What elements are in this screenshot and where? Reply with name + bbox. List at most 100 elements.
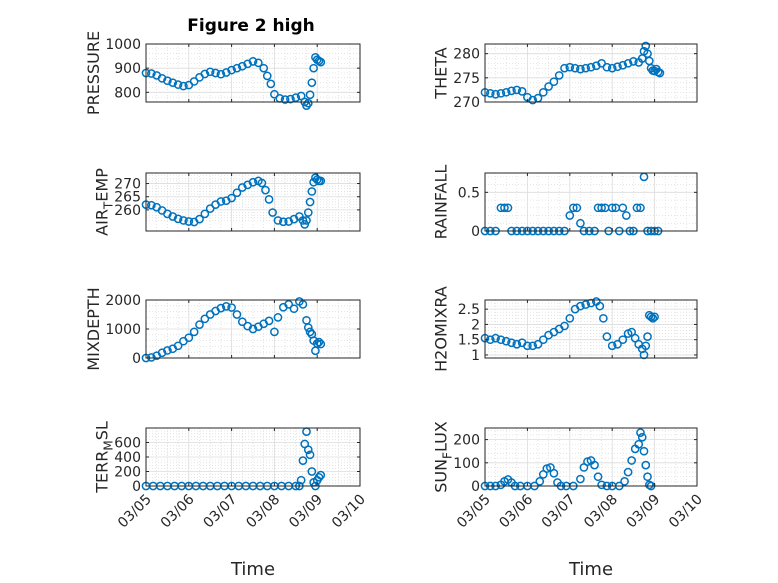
data-point bbox=[613, 339, 622, 349]
data-point bbox=[565, 211, 575, 220]
data-point bbox=[314, 56, 324, 66]
data-point bbox=[173, 341, 183, 351]
data-point bbox=[533, 339, 543, 349]
y-axis-label: SUNFLUX bbox=[432, 421, 455, 493]
data-point bbox=[296, 475, 306, 485]
data-point bbox=[312, 339, 322, 348]
y-tick-label: 600 bbox=[114, 436, 141, 452]
data-point bbox=[316, 339, 326, 349]
data-point bbox=[503, 203, 513, 213]
data-point bbox=[586, 298, 596, 308]
y-tick-label: 400 bbox=[114, 450, 141, 466]
y-tick-label: 200 bbox=[114, 465, 141, 481]
data-point bbox=[650, 66, 659, 76]
data-point bbox=[576, 474, 585, 484]
data-point bbox=[232, 310, 242, 319]
data-point bbox=[305, 90, 315, 100]
data-point bbox=[523, 341, 532, 351]
data-point bbox=[595, 301, 605, 311]
data-point bbox=[298, 456, 308, 465]
data-point bbox=[270, 89, 279, 99]
y-tick-label: 900 bbox=[114, 61, 141, 77]
data-point bbox=[305, 197, 315, 207]
axes-box bbox=[484, 299, 698, 359]
y-tick-label: 260 bbox=[114, 203, 141, 219]
y-tick-label: 270 bbox=[114, 177, 141, 193]
data-point bbox=[636, 203, 645, 213]
data-point bbox=[314, 472, 324, 482]
data-point bbox=[248, 177, 258, 187]
y-tick-label: 275 bbox=[453, 71, 480, 87]
data-point bbox=[623, 467, 633, 477]
data-point bbox=[216, 197, 226, 206]
data-point bbox=[576, 301, 585, 311]
data-point bbox=[303, 208, 313, 217]
data-point bbox=[572, 203, 582, 213]
data-point bbox=[623, 58, 633, 68]
data-point bbox=[560, 63, 569, 73]
data-point bbox=[591, 61, 601, 71]
data-point bbox=[501, 336, 511, 346]
y-tick-label: 1.5 bbox=[458, 333, 480, 349]
data-point bbox=[620, 477, 629, 486]
data-point bbox=[195, 320, 204, 329]
data-point bbox=[168, 212, 178, 221]
data-point bbox=[227, 65, 236, 75]
data-point bbox=[586, 62, 596, 72]
data-point bbox=[205, 67, 215, 77]
data-point bbox=[248, 324, 258, 334]
x-axis-label: Time bbox=[568, 559, 613, 580]
data-point bbox=[303, 323, 313, 332]
data-point bbox=[512, 85, 522, 95]
data-point bbox=[211, 68, 220, 78]
data-point bbox=[501, 87, 511, 97]
data-point bbox=[147, 200, 156, 210]
data-point bbox=[565, 62, 575, 72]
data-point bbox=[593, 472, 603, 482]
y-tick-label: 1000 bbox=[105, 37, 141, 53]
data-point bbox=[517, 87, 527, 96]
data-point bbox=[528, 95, 538, 105]
y-tick-label: 100 bbox=[453, 456, 480, 472]
data-point bbox=[179, 81, 188, 91]
data-point bbox=[496, 335, 506, 345]
data-point bbox=[602, 62, 612, 72]
data-point bbox=[232, 63, 242, 73]
data-point bbox=[538, 335, 548, 345]
data-point bbox=[216, 303, 226, 313]
data-point bbox=[597, 203, 606, 213]
data-point bbox=[280, 95, 290, 104]
data-point bbox=[314, 337, 324, 347]
data-point bbox=[243, 59, 252, 69]
y-tick-label: 1 bbox=[471, 348, 480, 364]
y-tick-label: 265 bbox=[114, 190, 141, 206]
data-point bbox=[298, 300, 308, 309]
data-point bbox=[496, 88, 506, 98]
data-point bbox=[303, 445, 313, 455]
figure-title: Figure 2 high bbox=[187, 16, 315, 36]
data-point bbox=[607, 203, 617, 213]
data-point bbox=[254, 58, 263, 68]
y-tick-label: 0 bbox=[471, 224, 480, 240]
data-point bbox=[538, 87, 548, 97]
data-point bbox=[607, 63, 617, 73]
data-point bbox=[643, 332, 652, 341]
data-point bbox=[157, 348, 167, 358]
data-point bbox=[248, 57, 258, 66]
data-point bbox=[607, 341, 617, 351]
data-point bbox=[613, 62, 622, 72]
y-tick-label: 2 bbox=[471, 317, 480, 333]
data-point bbox=[568, 203, 578, 213]
data-point bbox=[634, 439, 644, 449]
data-point bbox=[485, 88, 495, 98]
axes-box bbox=[484, 43, 698, 103]
y-tick-label: 800 bbox=[114, 85, 141, 101]
data-point bbox=[643, 472, 652, 482]
data-point bbox=[528, 341, 538, 351]
data-point bbox=[184, 217, 194, 226]
data-point bbox=[565, 313, 575, 323]
